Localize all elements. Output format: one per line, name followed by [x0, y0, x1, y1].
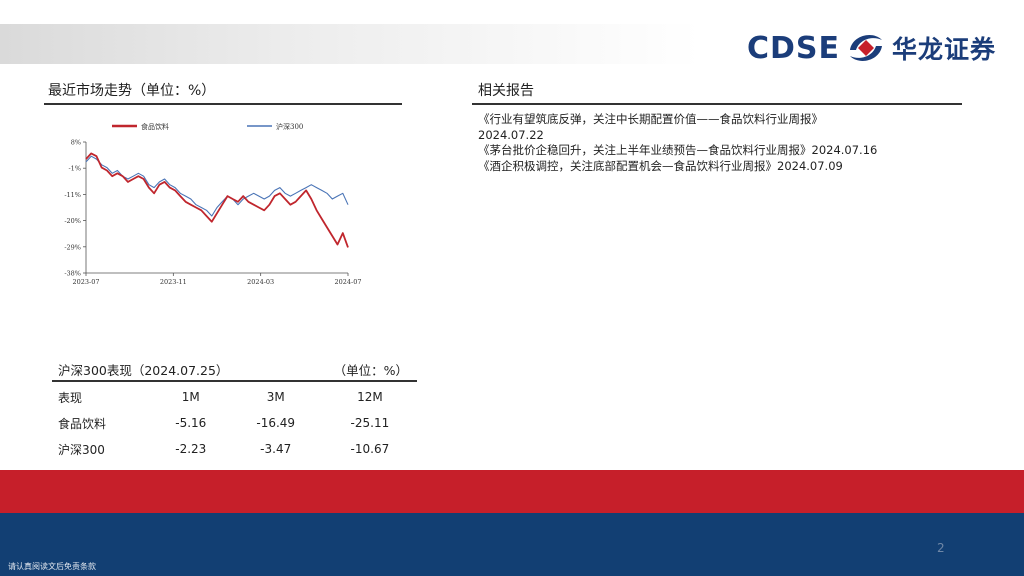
market-section-title: 最近市场走势（单位：%） [48, 83, 216, 99]
performance-header: 沪深300表现（2024.07.25） （单位：%） [58, 360, 408, 379]
table-cell: -25.11 [350, 416, 390, 430]
report-item[interactable]: 《酒企积极调控，关注底部配置机会—食品饮料行业周报》2024.07.09 [478, 158, 843, 173]
column-header: 3M [266, 390, 285, 404]
x-tick-label: 2024-07 [334, 278, 361, 286]
reports-title-rule [472, 103, 962, 105]
report-item[interactable]: 《茅台批价企稳回升，关注上半年业绩预告—食品饮料行业周报》2024.07.16 [478, 143, 878, 157]
market-title-rule [44, 103, 402, 105]
report-item-date: 2024.07.22 [478, 127, 544, 142]
y-tick-label: -11% [64, 191, 81, 199]
footer-blue-band [0, 513, 1024, 576]
row-label: 食品饮料 [58, 416, 107, 431]
table-cell: -5.16 [175, 416, 207, 430]
line-chart-svg: 食品饮料 沪深300 8% -1% -11% -20% -29% -38% 2023-07… [64, 122, 362, 286]
y-tick-label: -20% [64, 217, 81, 225]
y-tick-label: -29% [64, 243, 81, 251]
y-tick-label: -1% [68, 165, 81, 173]
table-cell: -2.23 [175, 442, 207, 456]
related-reports-list: 《行业有望筑底反弹，关注中长期配置价值——食品饮料行业周报》 2024.07.2… [478, 112, 978, 174]
x-tick-label: 2024-03 [247, 278, 274, 286]
logo-chinese-text: 华龙证券 [891, 35, 996, 64]
dragon-emblem-icon [849, 35, 882, 61]
performance-title-rule [52, 380, 417, 382]
performance-table: 表现 1M 3M 12M 食品饮料 -5.16 -16.49 -25.11 沪深… [52, 384, 417, 462]
column-header: 12M [357, 390, 383, 404]
table-cell: -3.47 [260, 442, 292, 456]
logo-latin-text: CDSE [746, 30, 840, 66]
report-item[interactable]: 《行业有望筑底反弹，关注中长期配置价值——食品饮料行业周报》 [478, 112, 823, 126]
chart-legend: 食品饮料 沪深300 [112, 122, 303, 131]
legend-label-hs300: 沪深300 [276, 122, 303, 131]
row-label: 沪深300 [58, 442, 105, 457]
header-band [0, 24, 700, 64]
x-tick-labels: 2023-07 2023-11 2024-03 2024-07 [72, 273, 362, 286]
page-number: 2 [937, 541, 945, 555]
series-line-hs300 [85, 155, 349, 217]
table-header-row: 表现 1M 3M 12M [52, 384, 417, 410]
footer-red-band [0, 470, 1024, 513]
table-cell: -16.49 [256, 416, 296, 430]
legend-label-food: 食品饮料 [141, 122, 169, 131]
performance-unit: （单位：%） [333, 363, 408, 378]
performance-title: 沪深300表现（2024.07.25） [58, 363, 229, 378]
column-header: 1M [181, 390, 200, 404]
company-logo: CDSE 华龙证券 [747, 26, 996, 70]
x-tick-label: 2023-07 [72, 278, 99, 286]
table-row: 沪深300 -2.23 -3.47 -10.67 [52, 436, 417, 462]
reports-section-title: 相关报告 [478, 83, 534, 99]
series-line-food [85, 152, 349, 248]
column-header: 表现 [58, 390, 83, 405]
y-tick-labels: 8% -1% -11% -20% -29% -38% [64, 139, 86, 278]
table-cell: -10.67 [350, 442, 390, 456]
chart-series [85, 152, 349, 248]
market-trend-chart: 食品饮料 沪深300 8% -1% -11% -20% -29% -38% 2023-07… [52, 110, 372, 290]
x-tick-label: 2023-11 [160, 278, 187, 286]
disclaimer-note: 请认真阅读文后免责条款 [8, 562, 96, 571]
y-tick-label: 8% [71, 139, 81, 147]
y-tick-label: -38% [64, 270, 81, 278]
table-row: 食品饮料 -5.16 -16.49 -25.11 [52, 410, 417, 436]
